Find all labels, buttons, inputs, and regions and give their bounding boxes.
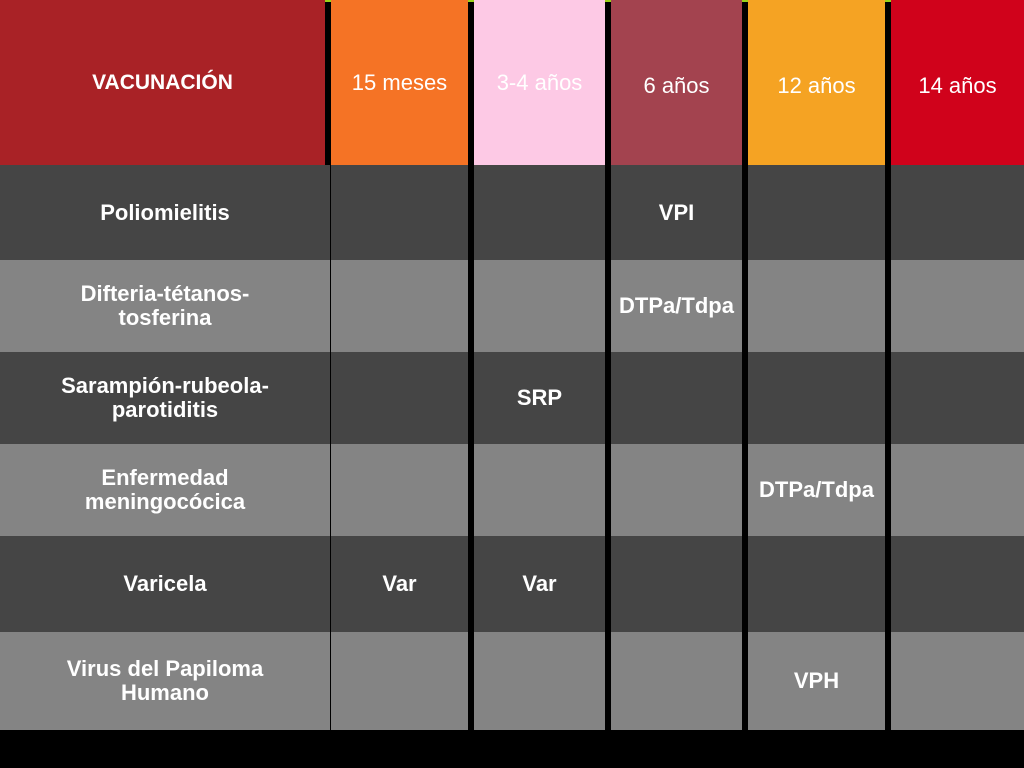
header-col-15-meses: 15 meses [331,0,468,165]
row-label-poliomielitis: Poliomielitis [0,165,330,260]
table-cell [611,632,742,730]
row-label-difteria-tetanos-tosferina: Difteria-tétanos- tosferina [0,260,330,352]
table-cell: Var [331,536,468,632]
table-cell [891,444,1024,536]
table-cell [611,536,742,632]
table-cell [474,444,605,536]
header-col-12-anos: 12 años [748,0,885,165]
table-cell [331,260,468,352]
header-col-3-4-anos: 3-4 años [474,0,605,165]
table-cell [331,632,468,730]
header-col-14-anos: 14 años [891,0,1024,165]
table-cell [748,165,885,260]
row-label-sarampion-rubeola-parotiditis: Sarampión-rubeola- parotiditis [0,352,330,444]
table-cell: DTPa/Tdpa [748,444,885,536]
table-cell: Var [474,536,605,632]
table-cell [748,536,885,632]
table-cell: SRP [474,352,605,444]
table-cell [474,260,605,352]
table-cell [891,536,1024,632]
header-vacunacion: VACUNACIÓN [0,0,325,165]
table-cell [891,632,1024,730]
row-label-varicela: Varicela [0,536,330,632]
table-cell [748,260,885,352]
row-label-enfermedad-meningococica: Enfermedad meningocócica [0,444,330,536]
table-cell [331,444,468,536]
table-cell [891,260,1024,352]
table-cell [891,165,1024,260]
table-cell [611,352,742,444]
table-cell [331,165,468,260]
header-col-6-anos: 6 años [611,0,742,165]
table-cell: VPH [748,632,885,730]
footer-bar [0,730,1024,768]
row-label-virus-del-papiloma-humano: Virus del Papiloma Humano [0,632,330,730]
table-cell [331,352,468,444]
table-cell: DTPa/Tdpa [611,260,742,352]
table-cell: VPI [611,165,742,260]
table-cell [474,165,605,260]
table-cell [748,352,885,444]
table-cell [891,352,1024,444]
table-cell [611,444,742,536]
table-cell [474,632,605,730]
